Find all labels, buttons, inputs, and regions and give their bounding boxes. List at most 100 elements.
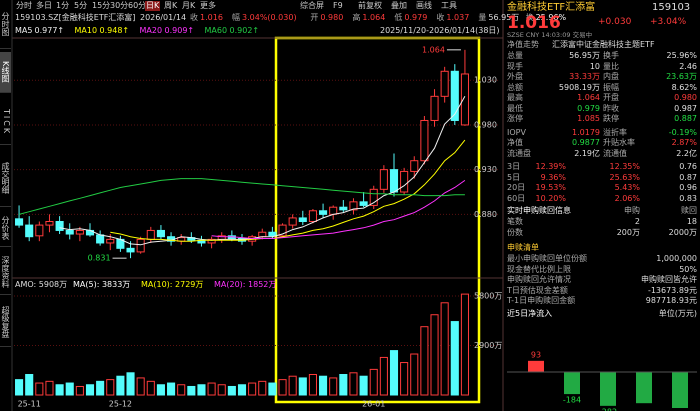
period-tab: 5分 [74,1,88,10]
row-label: 笔数 [507,217,523,226]
volume-bar [85,384,95,396]
candle-body [96,234,105,244]
row-label: 升贴水率 [603,138,635,147]
volume-legend: MA(10): 2729万 [141,280,204,289]
quote-code: 159103 [652,2,691,13]
row-label: 流通值 [603,148,627,158]
row-value: 申购 [624,206,640,215]
row-label: 净值 [507,138,523,147]
volume-bar [65,382,74,396]
volume-bar [146,380,155,396]
volume-bar [349,372,358,396]
row-value: 25.96% [666,51,697,60]
row-value: 0.76 [679,162,697,171]
volume-bar [359,375,368,396]
row-label: T-1日申购赎回金额 [507,296,576,305]
side-tab[interactable]: 成交明细 [0,150,11,207]
y-tick-label: 0.980 [474,120,497,129]
volume-bar [116,375,125,396]
candle-body [410,160,419,172]
period-tab: 多日 [36,1,52,10]
row-value: 0.87 [679,172,697,182]
period-label: 5日 [507,172,521,182]
row-label: 跌停 [603,114,619,123]
row-value: 5.43% [614,183,640,192]
volume-bar [379,356,388,396]
row-label: 总额 [507,82,523,92]
volume-bar [440,302,449,396]
row-label: 换手 [603,51,619,60]
annotation-label: 1.064 [422,45,445,54]
section-title: 近5日净流入 [507,309,553,318]
flow-label: 93 [531,350,541,359]
row-value: 申购赎回皆允许 [641,275,697,284]
candle-body [268,231,277,237]
volume-bar [35,382,44,396]
row-value: 10.20% [535,193,566,203]
quote-name: 金融科技ETF汇添富 [507,2,596,13]
side-tab[interactable]: K线图 [0,52,11,93]
quote-status: SZSE CNY 14:03:09 交易中 [507,31,593,39]
row-value: 1.085 [577,114,600,123]
side-tab[interactable]: 分时图 [0,0,11,49]
volume-bar [319,375,328,396]
volume-bar [237,384,247,396]
side-tab[interactable]: 深度资料 [0,250,11,295]
field-label: 高 [352,13,361,22]
row-value: 0.83 [679,193,697,203]
candle-body [450,70,459,121]
code-name: 159103.SZ[金融科技ETF汇添富] [15,13,136,22]
candle-body [288,217,297,226]
volume-bar [288,375,297,396]
tool-button: 综合屏 [300,1,324,10]
volume-bar [45,380,54,396]
row-value: -13673.89元 [647,285,697,295]
candle-body [35,224,44,237]
row-value: 0.980 [674,93,697,102]
row-label: 最小申购赎回单位份额 [507,254,587,263]
volume-bar [126,372,135,396]
ma-label: MA5 [15,26,33,35]
row-value: 987718.93元 [645,296,697,305]
annotation-label: 0.831 [88,254,111,263]
row-value: 赎回 [681,206,697,215]
x-tick-label: 25-12 [109,400,132,409]
x-tick-label: 26-01 [362,400,385,409]
row-label: 涨停 [507,114,523,123]
volume-bar [420,326,429,396]
volume-legend: MA(5): 3833万 [73,280,131,289]
flow-label: -184 [563,396,581,405]
candle-body [339,206,348,211]
quote-price: 1.016 [507,13,561,33]
row-label: 份数 [507,227,523,237]
side-tab[interactable]: 超级复盘 [0,298,11,347]
side-tab[interactable]: 分价表 [0,210,11,247]
volume-bar [389,350,399,396]
y-tick-label: 0.880 [474,210,497,219]
row-value: 0.979 [577,103,600,113]
row-label: 净值走势 [507,40,539,49]
row-label: 现手 [507,61,523,71]
period-label: 60日 [507,193,526,203]
ma-line [110,139,466,242]
tool-button: 叠加 [391,1,407,10]
candle-body [55,221,64,231]
volume-bar [369,368,378,396]
y-tick-label: 2900万 [474,341,502,350]
row-value: 汇添富中证金融科技主题ETF [552,40,655,49]
candle-body [359,201,368,206]
volume-bar [187,385,196,396]
candle-body [45,221,54,226]
row-value: 2.87% [671,138,697,147]
row-value: 2.19亿 [574,148,600,158]
field-value: 0.980 [320,13,344,22]
volume-bar [25,374,34,396]
side-tab[interactable]: TICK [0,100,11,145]
field-value: 25.96% [535,13,567,22]
candle-body [379,169,388,190]
volume-bar [258,380,267,396]
row-value: 1,000,000 [656,254,697,263]
field-label: 收 [190,13,198,22]
ma-value: 0.977↑ [34,26,65,35]
volume-bar [460,293,469,396]
